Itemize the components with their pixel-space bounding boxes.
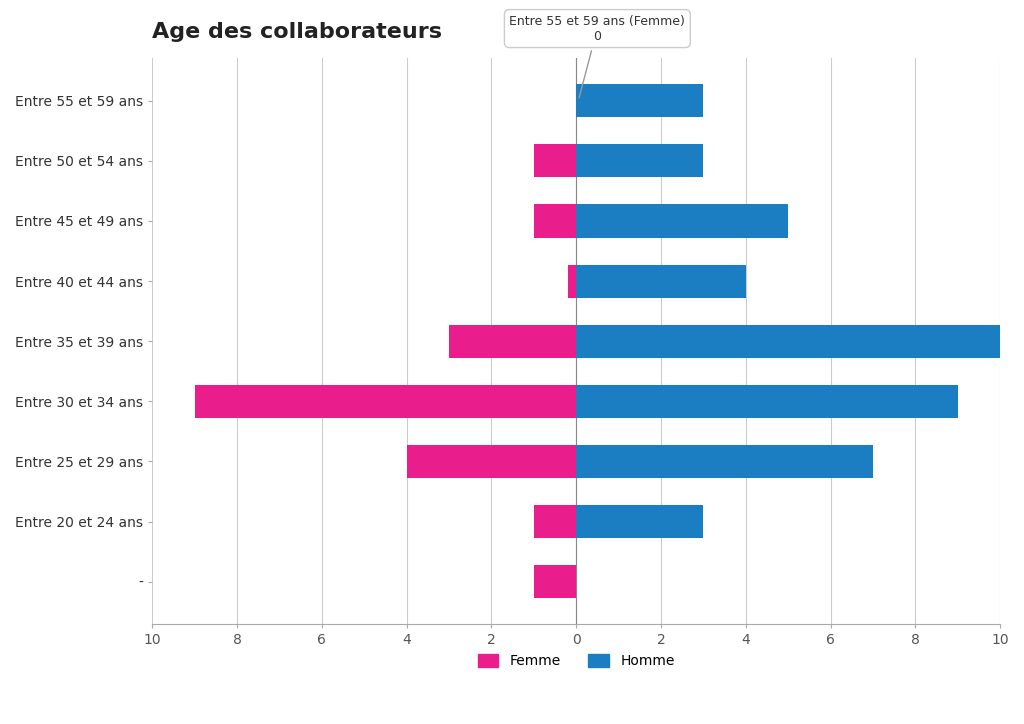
Text: Entre 55 et 59 ans (Femme)
0: Entre 55 et 59 ans (Femme) 0 [509,14,685,98]
Bar [407,445,577,478]
Bar [577,324,1000,358]
Bar [577,144,703,177]
Bar [567,264,577,298]
Bar [534,565,577,598]
Bar [577,264,745,298]
Legend: Femme, Homme: Femme, Homme [472,649,680,673]
Bar [449,324,577,358]
Bar [534,505,577,538]
Bar [195,385,577,418]
Bar [577,204,788,237]
Bar [577,505,703,538]
Bar [577,84,703,117]
Text: Age des collaborateurs: Age des collaborateurs [153,22,442,42]
Bar [577,445,873,478]
Bar [534,204,577,237]
Bar [534,144,577,177]
Bar [577,385,957,418]
